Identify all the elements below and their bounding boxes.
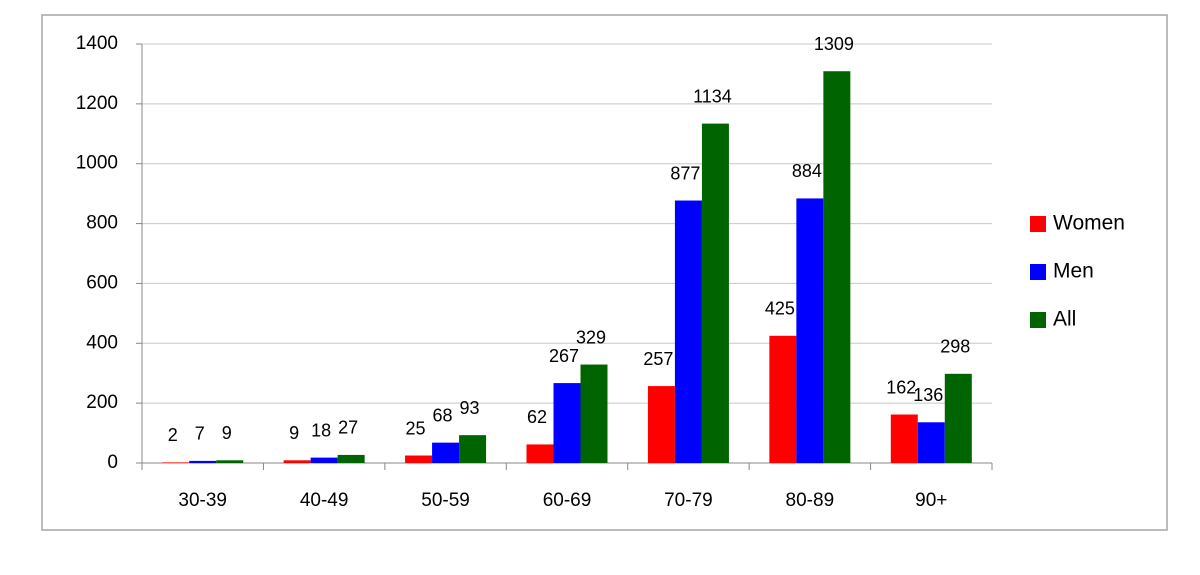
y-tick-label: 1000: [76, 153, 118, 174]
bar: [701, 123, 729, 464]
data-label: 27: [338, 418, 358, 438]
bar: [917, 422, 945, 463]
x-tick-label: 30-39: [178, 490, 227, 511]
data-label: 9: [289, 423, 299, 443]
data-label: 162: [886, 377, 916, 397]
bar: [162, 462, 190, 463]
data-label: 9: [222, 423, 232, 443]
data-label: 884: [792, 161, 822, 181]
bar: [459, 435, 487, 463]
data-label: 93: [460, 398, 480, 418]
bar: [674, 200, 702, 463]
bar: [432, 442, 460, 463]
bar: [337, 454, 365, 463]
x-tick-label: 80-89: [786, 490, 835, 511]
y-tick-label: 0: [107, 452, 118, 473]
y-tick-label: 1400: [76, 33, 118, 54]
bar: [526, 444, 554, 463]
data-label: 1309: [814, 34, 854, 54]
data-label: 425: [765, 299, 795, 319]
data-label: 136: [913, 385, 943, 405]
data-label: 329: [576, 327, 606, 347]
x-tick-label: 70-79: [664, 490, 713, 511]
x-tick-label: 40-49: [300, 490, 349, 511]
x-tick-label: 50-59: [421, 490, 470, 511]
bar: [283, 460, 311, 463]
bar: [890, 414, 918, 463]
bar: [553, 383, 581, 463]
legend-label: Men: [1053, 260, 1094, 283]
data-label: 18: [311, 420, 331, 440]
legend-label: All: [1053, 308, 1076, 331]
legend-swatch: [1030, 312, 1046, 328]
bar: [796, 198, 824, 463]
bar: [944, 373, 972, 463]
data-label: 25: [406, 418, 426, 438]
data-label: 62: [527, 407, 547, 427]
bar: [580, 364, 608, 463]
y-tick-label: 200: [86, 392, 118, 413]
y-tick-label: 600: [86, 272, 118, 293]
y-tick-label: 800: [86, 213, 118, 234]
bar: [647, 386, 675, 463]
data-label: 267: [549, 346, 579, 366]
legend-swatch: [1030, 264, 1046, 280]
y-tick-label: 400: [86, 332, 118, 353]
x-tick-label: 60-69: [543, 490, 592, 511]
data-label: 257: [643, 349, 673, 369]
bar: [405, 455, 433, 463]
legend-swatch: [1030, 216, 1046, 232]
bar: [216, 460, 244, 463]
data-label: 298: [940, 337, 970, 357]
x-tick-label: 90+: [915, 490, 947, 511]
bar: [769, 335, 797, 463]
data-label: 2: [168, 425, 178, 445]
y-tick-label: 1200: [76, 93, 118, 114]
bar: [189, 460, 217, 463]
data-label: 7: [195, 424, 205, 444]
bar: [823, 71, 851, 464]
bar: [310, 457, 338, 463]
data-label: 877: [670, 163, 700, 183]
data-label: 1134: [693, 86, 732, 106]
legend-label: Women: [1053, 212, 1125, 235]
data-label: 68: [433, 405, 453, 425]
